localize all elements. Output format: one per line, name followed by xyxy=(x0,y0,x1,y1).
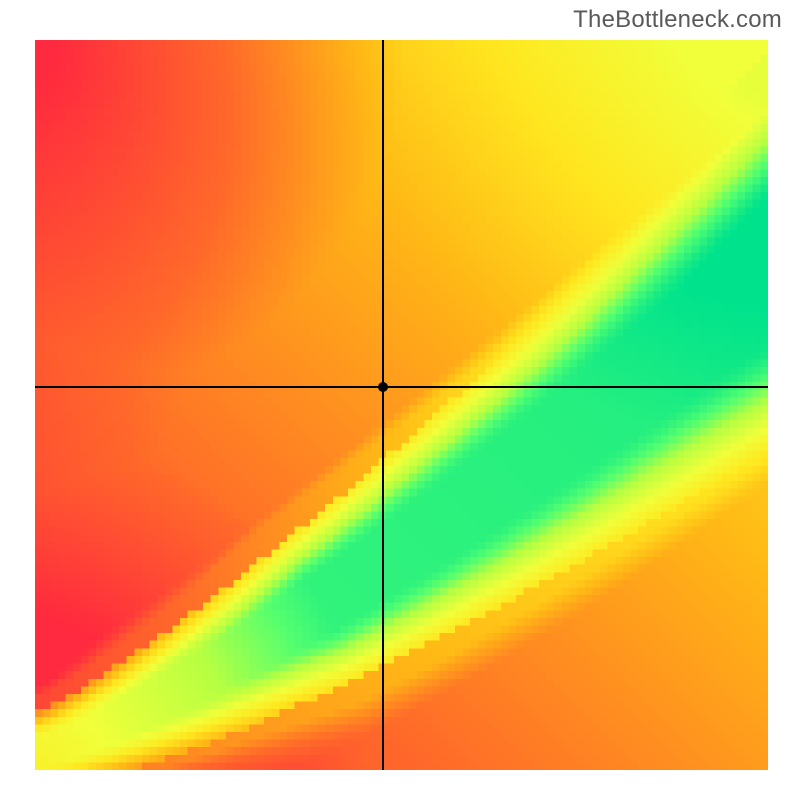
watermark-text: TheBottleneck.com xyxy=(573,6,782,34)
chart-root: TheBottleneck.com xyxy=(0,0,800,800)
crosshair-vertical xyxy=(382,40,384,770)
heatmap-canvas xyxy=(35,40,768,770)
crosshair-horizontal xyxy=(35,386,768,388)
plot-frame xyxy=(35,40,768,770)
crosshair-dot xyxy=(378,382,388,392)
